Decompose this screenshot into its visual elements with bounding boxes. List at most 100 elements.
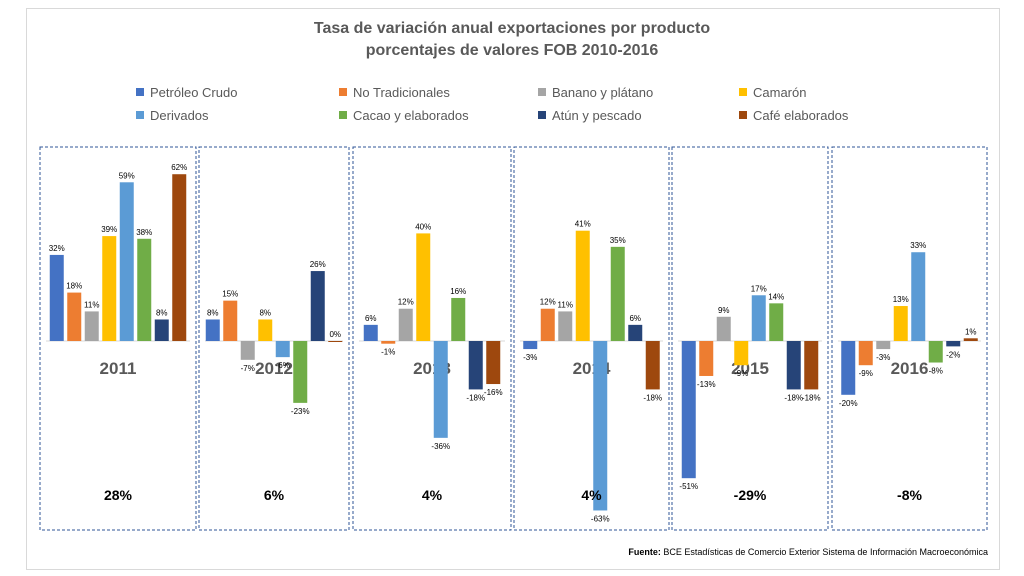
bar-petroleo-crudo-2015 (681, 341, 696, 479)
data-label-derivados-2013: -36% (431, 442, 450, 451)
panel-2015 (671, 146, 829, 531)
bar-cafe-elaborados-2012 (328, 341, 343, 342)
data-label-atun-y-pescado-2016: -2% (946, 350, 960, 359)
legend-item-atun-y-pescado: Atún y pescado (538, 108, 642, 123)
data-label-cafe-elaborados-2014: -18% (643, 393, 662, 402)
data-label-cafe-elaborados-2015: -18% (802, 393, 821, 402)
chart-title-line1: Tasa de variación anual exportaciones po… (313, 20, 711, 37)
data-label-banano-y-platano-2015: 9% (718, 306, 730, 315)
bar-cacao-y-elaborados-2012 (293, 341, 308, 403)
data-label-petroleo-crudo-2016: -20% (839, 399, 858, 408)
bar-cacao-y-elaborados-2011 (137, 238, 152, 341)
legend-item-petroleo-crudo: Petróleo Crudo (136, 85, 237, 100)
legend-label: Atún y pescado (552, 108, 642, 123)
bar-camaron-2012 (258, 319, 273, 341)
total-label-2015: -29% (734, 487, 767, 503)
data-label-atun-y-pescado-2014: 6% (629, 314, 641, 323)
year-label-2011: 2011 (100, 359, 137, 378)
data-label-banano-y-platano-2012: -7% (241, 364, 255, 373)
data-label-camaron-2013: 40% (415, 222, 431, 231)
data-label-cacao-y-elaborados-2014: 35% (610, 236, 626, 245)
bar-no-tradicionales-2013 (381, 341, 396, 344)
bar-no-tradicionales-2011 (67, 292, 82, 341)
panel-2011 (39, 146, 197, 531)
legend-swatch (136, 88, 144, 96)
bar-no-tradicionales-2015 (699, 341, 714, 376)
bar-petroleo-crudo-2016 (841, 341, 856, 395)
data-label-cafe-elaborados-2013: -16% (484, 388, 503, 397)
legend-swatch (136, 111, 144, 119)
panel-2013 (352, 146, 512, 531)
data-label-petroleo-crudo-2012: 8% (207, 308, 219, 317)
data-label-no-tradicionales-2013: -1% (381, 348, 395, 357)
source-text: BCE Estadísticas de Comercio Exterior Si… (663, 547, 988, 557)
bar-banano-y-platano-2012 (240, 341, 255, 360)
bar-no-tradicionales-2012 (223, 300, 238, 341)
legend-label: Derivados (150, 108, 209, 123)
legend-item-camaron: Camarón (739, 85, 806, 100)
legend-item-cafe-elaborados: Café elaborados (739, 108, 848, 123)
bar-cafe-elaborados-2014 (645, 341, 660, 390)
source-label: Fuente: (628, 547, 661, 557)
bar-atun-y-pescado-2013 (468, 341, 483, 390)
bar-banano-y-platano-2014 (558, 311, 573, 341)
data-label-atun-y-pescado-2011: 8% (156, 308, 168, 317)
bar-derivados-2011 (119, 182, 134, 341)
bar-cacao-y-elaborados-2015 (769, 303, 784, 341)
data-label-banano-y-platano-2016: -3% (876, 353, 890, 362)
data-label-petroleo-crudo-2014: -3% (523, 353, 537, 362)
panel-2014 (513, 146, 670, 531)
legend-swatch (339, 88, 347, 96)
chart-frame (26, 8, 1000, 570)
data-label-derivados-2015: 17% (751, 284, 767, 293)
data-label-camaron-2011: 39% (101, 225, 117, 234)
total-label-2014: 4% (581, 487, 602, 503)
bar-no-tradicionales-2014 (540, 308, 555, 341)
bar-banano-y-platano-2013 (398, 308, 413, 341)
data-label-no-tradicionales-2011: 18% (66, 282, 82, 291)
bar-cafe-elaborados-2016 (963, 338, 978, 341)
bar-no-tradicionales-2016 (858, 341, 873, 366)
legend-label: Banano y plátano (552, 85, 654, 100)
year-label-2012: 2012 (255, 359, 293, 378)
data-label-cafe-elaborados-2016: 1% (965, 327, 977, 336)
bar-camaron-2011 (102, 236, 117, 341)
legend-label: Camarón (753, 85, 807, 100)
bar-cacao-y-elaborados-2014 (610, 246, 625, 341)
data-label-cacao-y-elaborados-2015: 14% (768, 292, 784, 301)
data-label-cafe-elaborados-2011: 62% (171, 163, 187, 172)
total-label-2013: 4% (422, 487, 443, 503)
data-label-cacao-y-elaborados-2011: 38% (136, 228, 152, 237)
bar-banano-y-platano-2011 (84, 311, 99, 341)
data-label-no-tradicionales-2012: 15% (222, 290, 238, 299)
data-label-camaron-2015: -9% (734, 369, 748, 378)
data-label-camaron-2014: 41% (575, 220, 591, 229)
legend-label: Cacao y elaborados (353, 108, 469, 123)
data-label-atun-y-pescado-2015: -18% (784, 393, 803, 402)
data-label-derivados-2016: 33% (910, 241, 926, 250)
bar-banano-y-platano-2016 (876, 341, 891, 350)
legend-swatch (739, 88, 747, 96)
bar-petroleo-crudo-2011 (49, 254, 64, 341)
legend-swatch (538, 88, 546, 96)
legend-item-no-tradicionales: No Tradicionales (339, 85, 450, 100)
legend-item-banano-y-platano: Banano y plátano (538, 85, 653, 100)
data-label-atun-y-pescado-2012: 26% (310, 260, 326, 269)
bar-camaron-2014 (575, 230, 590, 341)
bar-petroleo-crudo-2014 (523, 341, 538, 350)
data-label-camaron-2012: 8% (259, 308, 271, 317)
data-label-derivados-2012: -6% (276, 361, 290, 370)
bar-derivados-2012 (275, 341, 290, 358)
data-label-no-tradicionales-2014: 12% (540, 298, 556, 307)
data-label-cacao-y-elaborados-2013: 16% (450, 287, 466, 296)
bar-cafe-elaborados-2013 (486, 341, 501, 385)
data-label-petroleo-crudo-2013: 6% (365, 314, 377, 323)
bar-atun-y-pescado-2011 (154, 319, 169, 341)
bar-derivados-2013 (433, 341, 448, 438)
data-label-atun-y-pescado-2013: -18% (466, 393, 485, 402)
bar-cacao-y-elaborados-2016 (928, 341, 943, 363)
legend-item-cacao-y-elaborados: Cacao y elaborados (339, 108, 469, 123)
bar-cafe-elaborados-2011 (172, 174, 187, 341)
data-label-cacao-y-elaborados-2016: -8% (929, 367, 943, 376)
